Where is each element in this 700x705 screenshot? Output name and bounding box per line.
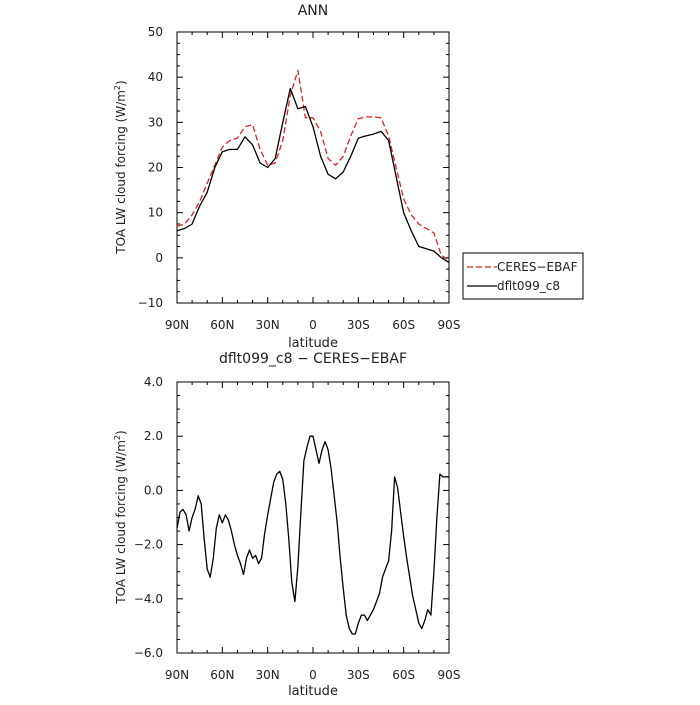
bottom-x-tick-label: 90S [438, 668, 461, 682]
top-y-axis: −10 0 10 20 30 40 50 [138, 25, 449, 310]
bottom-x-tick-label: 90N [165, 668, 189, 682]
top-series-line-1 [176, 87, 450, 263]
top-x-tick-label: 0 [309, 318, 317, 332]
top-x-tick-label: 30N [256, 318, 280, 332]
top-y-tick-label: 10 [148, 206, 163, 220]
bottom-y-tick-label: −2.0 [134, 538, 163, 552]
top-y-tick-label: 50 [148, 25, 163, 39]
bottom-panel: dflt099_c8 − CERES−EBAF −6.0 −4.0 −2.0 0.0 2… [113, 351, 460, 699]
bottom-y-tick-label: −4.0 [134, 592, 163, 606]
top-y-tick-label: 20 [148, 161, 163, 175]
bottom-y-tick-label: 4.0 [144, 375, 163, 389]
top-x-tick-label: 60N [210, 318, 234, 332]
legend-entry-ceres: CERES−EBAF [467, 260, 578, 274]
legend-label-ceres: CERES−EBAF [497, 260, 578, 274]
top-plot-frame [176, 31, 450, 304]
bottom-plot-frame [176, 381, 450, 654]
top-panel: ANN −10 0 10 20 30 40 50 90N 60N 30N 0 30S 60S 90S l… [113, 3, 584, 351]
bottom-x-tick-label: 60N [210, 668, 234, 682]
bottom-y-tick-label: −6.0 [134, 646, 163, 660]
bottom-x-tick-label: 60S [392, 668, 415, 682]
top-x-tick-label: 30S [347, 318, 370, 332]
bottom-y-axis-label: TOA LW cloud forcing (W/m2) [113, 430, 128, 604]
bottom-x-tick-label: 30S [347, 668, 370, 682]
top-x-axis: 90N 60N 30N 0 30S 60S 90S [165, 32, 461, 332]
bottom-y-axis: −6.0 −4.0 −2.0 0.0 2.0 4.0 [134, 375, 449, 660]
legend-label-model: dflt099_c8 [497, 279, 560, 293]
bottom-x-axis: 90N 60N 30N 0 30S 60S 90S [165, 382, 461, 682]
bottom-series-line-0 [176, 435, 449, 635]
bottom-series-layer [176, 435, 449, 635]
top-series-layer [176, 69, 450, 263]
top-y-tick-label: 0 [155, 251, 163, 265]
top-y-tick-label: 30 [148, 115, 163, 129]
top-x-tick-label: 90S [438, 318, 461, 332]
top-x-tick-label: 90N [165, 318, 189, 332]
bottom-x-tick-label: 0 [309, 668, 317, 682]
bottom-y-tick-label: 0.0 [144, 483, 163, 497]
top-series-line-0 [176, 69, 450, 261]
legend: CERES−EBAF dflt099_c8 [462, 252, 584, 300]
bottom-y-tick-label: 2.0 [144, 429, 163, 443]
legend-box [462, 252, 584, 300]
top-x-axis-label: latitude [288, 336, 338, 351]
top-y-axis-label: TOA LW cloud forcing (W/m2) [113, 80, 128, 254]
legend-entry-model: dflt099_c8 [467, 279, 560, 293]
bottom-x-axis-label: latitude [288, 684, 338, 699]
top-y-tick-label: −10 [138, 296, 163, 310]
bottom-x-tick-label: 30N [256, 668, 280, 682]
bottom-chart-title: dflt099_c8 − CERES−EBAF [219, 351, 407, 367]
top-y-tick-label: 40 [148, 70, 163, 84]
top-chart-title: ANN [298, 3, 329, 19]
top-x-tick-label: 60S [392, 318, 415, 332]
